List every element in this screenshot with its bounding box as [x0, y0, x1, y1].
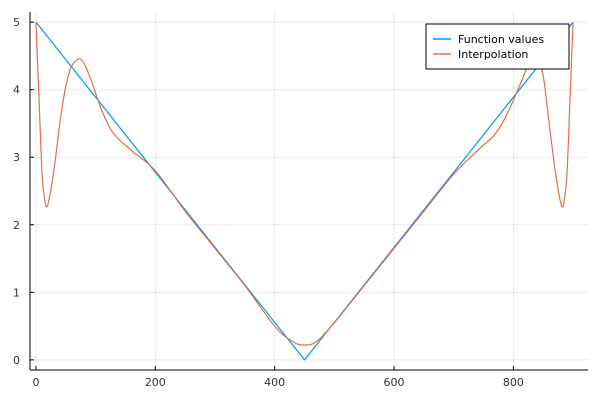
y-tick-label: 5 [13, 16, 20, 29]
x-tick-label: 0 [32, 376, 39, 389]
legend-label: Function values [458, 33, 544, 46]
series-line-interpolation [35, 22, 574, 346]
axes [29, 12, 588, 371]
x-tick-label: 600 [384, 376, 405, 389]
legend-label: Interpolation [458, 48, 528, 61]
legend-box [425, 23, 570, 70]
y-tick-label: 4 [13, 84, 20, 97]
x-tick-label: 200 [145, 376, 166, 389]
series-layer [35, 21, 574, 361]
legend: Function values Interpolation [425, 23, 570, 70]
y-tick-label: 3 [13, 151, 20, 164]
y-tick-label: 2 [13, 219, 20, 232]
tick-labels: 0 200 400 600 800 0 1 2 3 4 5 [13, 16, 524, 389]
series-line-function-values [35, 21, 574, 361]
y-tick-label: 0 [13, 354, 20, 367]
grid [30, 12, 588, 370]
x-tick-label: 800 [503, 376, 524, 389]
y-tick-label: 1 [13, 286, 20, 299]
x-tick-label: 400 [264, 376, 285, 389]
